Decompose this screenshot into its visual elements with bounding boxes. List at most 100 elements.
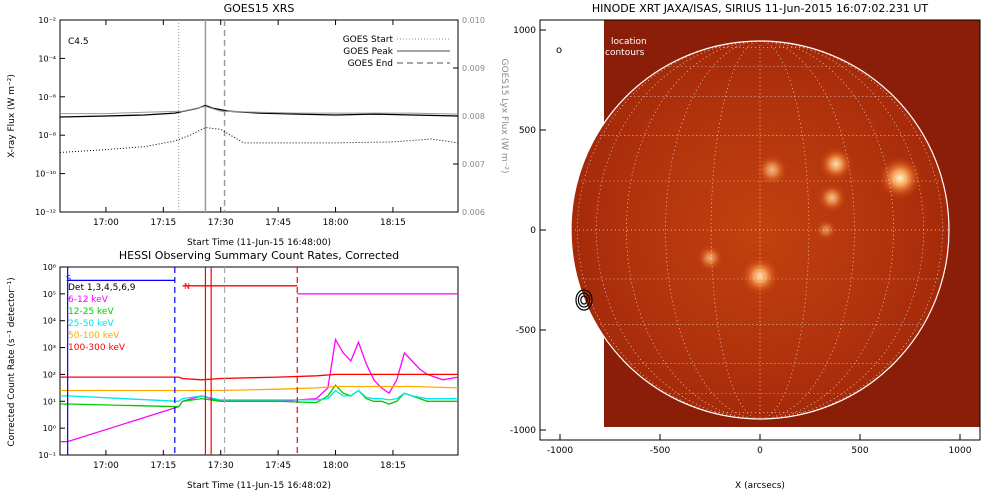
active-region-2	[817, 183, 847, 213]
xrt-ytick-label: -1000	[510, 426, 536, 436]
active-region-6	[815, 219, 837, 241]
xrt-xlabel: X (arcsecs)	[735, 481, 785, 491]
goes-xtick-label: 18:15	[380, 218, 406, 228]
goes-ytick-label: 10⁻⁸	[38, 131, 56, 140]
hessi-ytick-label: 10⁵	[43, 290, 56, 299]
goes-rtick-label: 0.007	[462, 160, 485, 169]
goes-rtick-label: 0.009	[462, 64, 485, 73]
grid-longitude	[577, 40, 761, 420]
xrt-legend-text-1: location	[611, 37, 647, 47]
hessi-series	[60, 267, 458, 455]
location-contour-0	[575, 289, 593, 311]
location-contour-2	[580, 295, 588, 305]
heliographic-grid	[571, 40, 949, 420]
location-contour-1	[577, 292, 591, 308]
hessi-xtick-label: 17:45	[265, 461, 291, 471]
goes-rtick-label: 0.010	[462, 16, 485, 25]
solar-limb	[570, 40, 950, 420]
hessi-xtick-label: 18:00	[323, 461, 349, 471]
hessi-plot-frame	[59, 266, 459, 456]
goes-rtick-label: 0.006	[462, 208, 485, 217]
xrt-ytick-label: -500	[516, 326, 537, 336]
grid-longitude	[759, 40, 925, 420]
hessi-ytick-label: 10⁶	[43, 263, 56, 272]
hessi-flag-n: N	[184, 282, 190, 291]
hessi-xtick-label: 18:15	[380, 461, 406, 471]
goes-xtick-label: 17:00	[93, 218, 119, 228]
hessi-ylabel: Corrected Count Rate (s⁻¹ detector⁻¹)	[7, 277, 17, 446]
xrt-image	[570, 20, 980, 427]
goes-panel: GOES15 XRS 17:00 17:15 17:30 17:45 18:00 18:1…	[7, 2, 509, 248]
hessi-xtick-label: 17:30	[208, 461, 234, 471]
goes-xlabel: Start Time (11-Jun-15 16:48:00)	[187, 238, 331, 248]
hessi-series-line-7	[60, 373, 458, 381]
xrt-legend-marker: o	[556, 45, 562, 56]
xrt-xtick-label: -1000	[547, 446, 573, 456]
goes-ytick-label: 10⁻⁴	[38, 54, 56, 63]
xrt-xtick-label: 500	[851, 446, 868, 456]
hessi-legend: Det 1,3,4,5,6,9 6-12 keV 12-25 keV 25-50 ke…	[68, 283, 136, 353]
goes-ytick-label: 10⁻⁶	[38, 93, 56, 102]
xrt-title: HINODE XRT JAXA/ISAS, SIRIUS 11-Jun-2015…	[592, 2, 929, 15]
goes-ytick-label: 10⁻²	[38, 16, 56, 25]
goes-ticks: 17:00 17:15 17:30 17:45 18:00 18:15 10⁻¹² 10⁻¹⁰…	[35, 16, 485, 228]
xrt-ytick-label: 1000	[513, 26, 536, 36]
xrt-xtick-label: 1000	[949, 446, 972, 456]
active-region-3	[756, 154, 788, 186]
hessi-legend-entry: Det 1,3,4,5,6,9	[68, 283, 136, 293]
active-region-0	[878, 156, 922, 200]
hessi-series-line-4	[60, 384, 458, 408]
goes-xtick-label: 18:00	[323, 218, 349, 228]
grid-longitude	[710, 40, 761, 420]
hessi-series-line-5	[60, 389, 458, 402]
active-region-5	[696, 244, 724, 272]
hessi-xlabel: Start Time (11-Jun-15 16:48:02)	[187, 481, 331, 491]
xrt-legend-text-2: contours	[605, 48, 645, 58]
hessi-legend-entry: 6-12 keV	[68, 295, 109, 305]
hessi-legend-entry: 25-50 keV	[68, 319, 114, 329]
grid-longitude	[665, 40, 761, 420]
xrt-xtick-label: 0	[757, 446, 763, 456]
xrt-ticks: -1000 -500 0 500 1000 -1000 -500 0 500 1000	[510, 26, 972, 456]
goes-xtick-label: 17:30	[208, 218, 234, 228]
hessi-ytick-label: 10⁻¹	[38, 451, 56, 460]
hessi-xtick-label: 17:15	[150, 461, 176, 471]
hessi-ytick-label: 10¹	[43, 397, 56, 406]
goes-legend-start-label: GOES Start	[343, 35, 394, 45]
grid-longitude	[759, 40, 855, 420]
goes-ylabel-right: GOES15 Lyx Flux (W m⁻²)	[499, 59, 509, 174]
goes-xtick-label: 17:15	[150, 218, 176, 228]
goes-legend-end-label: GOES End	[348, 59, 393, 69]
hessi-legend-entry: 50-100 keV	[68, 331, 120, 341]
hessi-ytick-label: 10⁰	[43, 424, 56, 433]
grid-longitude	[595, 40, 761, 420]
goes-rtick-label: 0.008	[462, 112, 485, 121]
xrt-xtick-label: -500	[650, 446, 671, 456]
goes-ylabel-left: X-ray Flux (W m⁻²)	[7, 74, 17, 158]
hessi-flag-s: S	[66, 274, 71, 283]
goes-xtick-label: 17:45	[265, 218, 291, 228]
hessi-panel: HESSI Observing Summary Count Rates, Cor…	[7, 249, 459, 491]
hessi-ytick-label: 10²	[43, 370, 56, 379]
goes-legend-peak-label: GOES Peak	[343, 47, 393, 57]
xrt-panel: HINODE XRT JAXA/ISAS, SIRIUS 11-Jun-2015…	[510, 2, 981, 491]
hessi-ticks: 17:00 17:15 17:30 17:45 18:00 18:15 10⁻¹ 10⁰ 10¹…	[38, 263, 406, 471]
xrt-ytick-label: 500	[519, 126, 536, 136]
active-region-1	[819, 147, 853, 181]
goes-series	[60, 20, 458, 212]
goes-ytick-label: 10⁻¹⁰	[35, 170, 56, 179]
active-region-4	[740, 256, 780, 296]
xrt-ytick-label: 0	[530, 226, 536, 236]
hessi-series-line-6	[60, 385, 458, 392]
goes-annotation: C4.5	[68, 37, 89, 47]
hessi-title: HESSI Observing Summary Count Rates, Cor…	[119, 249, 399, 262]
grid-longitude	[759, 40, 810, 420]
grid-longitude	[759, 40, 943, 420]
hessi-legend-entry: 12-25 keV	[68, 307, 114, 317]
goes-title: GOES15 XRS	[224, 2, 295, 15]
goes-series-line-0	[60, 104, 458, 118]
goes-ytick-label: 10⁻¹²	[35, 208, 56, 217]
hessi-ytick-label: 10³	[43, 344, 56, 353]
goes-legend: GOES Start GOES Peak GOES End	[343, 35, 450, 69]
